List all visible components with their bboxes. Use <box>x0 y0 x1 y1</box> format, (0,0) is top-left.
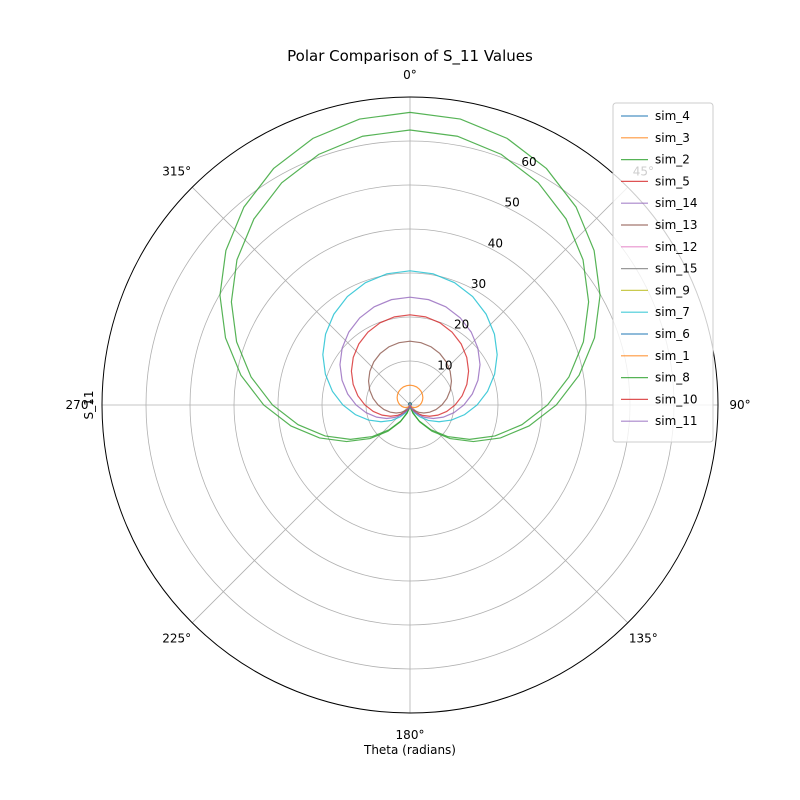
legend-label: sim_1 <box>655 349 690 363</box>
angular-gridline <box>409 404 629 624</box>
theta-tick-label: 315° <box>162 165 191 179</box>
theta-tick-label: 270° <box>66 398 95 412</box>
theta-tick-label: 0° <box>403 68 417 82</box>
legend-label: sim_9 <box>655 283 690 297</box>
r-tick-label: 50 <box>505 196 520 210</box>
theta-tick-label: 135° <box>629 631 658 645</box>
series-lines <box>219 111 601 443</box>
legend-label: sim_8 <box>655 371 690 385</box>
r-tick-label: 20 <box>454 318 469 332</box>
polar-grid <box>102 97 718 713</box>
legend-label: sim_3 <box>655 131 690 145</box>
r-tick-label: 60 <box>521 155 536 169</box>
legend-label: sim_12 <box>655 240 698 254</box>
r-tick-label: 30 <box>471 277 486 291</box>
y-axis-label: S_11 <box>82 391 96 420</box>
legend-label: sim_4 <box>655 109 690 123</box>
angular-gridline <box>191 186 411 406</box>
legend-label: sim_14 <box>655 196 698 210</box>
theta-tick-label: 225° <box>162 631 191 645</box>
legend-label: sim_11 <box>655 414 698 428</box>
legend-label: sim_5 <box>655 174 690 188</box>
angular-gridline <box>409 186 629 406</box>
legend-label: sim_13 <box>655 218 698 232</box>
chart-title: Polar Comparison of S_11 Values <box>287 47 533 66</box>
x-axis-label: Theta (radians) <box>363 743 456 757</box>
legend-label: sim_2 <box>655 153 690 167</box>
r-tick-label: 40 <box>488 236 503 250</box>
legend-label: sim_6 <box>655 327 690 341</box>
angular-gridline <box>191 404 411 624</box>
legend-box <box>612 102 714 443</box>
r-tick-label: 10 <box>437 358 452 372</box>
legend-label: sim_10 <box>655 392 698 406</box>
legend-label: sim_15 <box>655 262 698 276</box>
legend: sim_4 sim_3 sim_2 sim_5 sim_14 sim_13 sim_12si… <box>612 102 714 443</box>
legend-label: sim_7 <box>655 305 690 319</box>
polar-frame <box>101 96 719 714</box>
theta-tick-label: 90° <box>729 398 750 412</box>
theta-tick-label: 180° <box>396 728 425 742</box>
series-line-sim_11 <box>339 296 481 420</box>
